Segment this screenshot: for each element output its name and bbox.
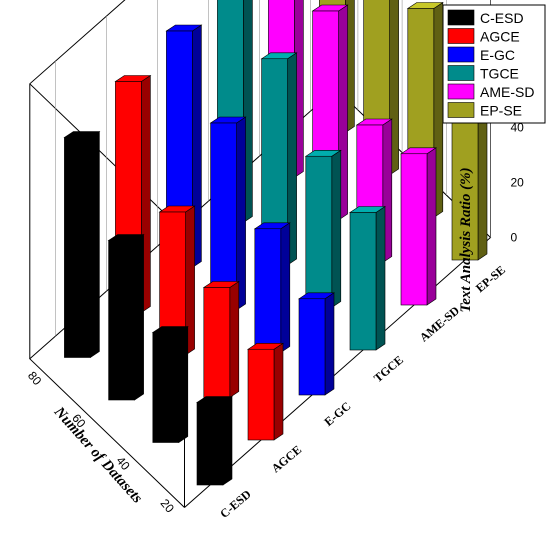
bar-front (254, 228, 282, 353)
x-tick-label: 20 (158, 496, 178, 515)
back-wall-frame (29, 0, 337, 359)
bar-side (90, 130, 100, 359)
bar-front (451, 100, 479, 261)
bar-side (273, 342, 284, 441)
bar-tgce-40 (304, 149, 342, 309)
legend-swatch (447, 28, 475, 44)
bar-agce-20 (247, 342, 284, 441)
bar-front (349, 212, 377, 351)
legend-entry: C-ESD (480, 10, 524, 26)
legend: C-ESD AGCE E-GC TGCE AME-SD EP-SE (442, 4, 546, 124)
bar-side (426, 147, 437, 306)
bar-ame-sd-20 (400, 147, 437, 306)
x-tick-label: 80 (25, 369, 45, 388)
bars-group (63, 0, 488, 486)
x-axis-label: Number of Datasets (50, 403, 145, 506)
bar-front (203, 287, 231, 398)
bar-front (210, 122, 237, 311)
bar-ep-se-20 (451, 93, 488, 261)
bar-side (280, 222, 291, 354)
bar-c-esd-80 (63, 130, 101, 359)
bar-tgce-20 (349, 205, 386, 351)
category-label: C-ESD (217, 487, 254, 521)
bar-front (247, 348, 275, 441)
legend-swatch (447, 83, 475, 100)
bar-e-gc-20 (298, 292, 335, 396)
legend-entry: E-GC (480, 47, 515, 63)
category-label: AGCE (269, 442, 305, 475)
legend-entry: EP-SE (480, 103, 522, 119)
bar-e-gc-60 (209, 116, 247, 311)
z-tick-label: 20 (511, 176, 525, 190)
bar-front (64, 137, 91, 358)
bar-side (229, 280, 240, 399)
bar-front (108, 240, 135, 401)
bar-c-esd-20 (196, 395, 233, 486)
category-label: E-GC (321, 399, 353, 429)
legend-entry: TGCE (480, 66, 519, 82)
bar-side (331, 149, 342, 309)
bar-c-esd-40 (151, 325, 189, 444)
z-axis-label: Text Analysis Ratio (%) (458, 167, 474, 312)
bar-c-esd-60 (107, 233, 145, 401)
bar-e-gc-80 (165, 24, 203, 269)
legend-swatch (447, 46, 475, 63)
bar-side (222, 395, 233, 486)
legend-swatch (447, 102, 475, 118)
z-tick-label: 40 (511, 121, 525, 135)
bar-side (375, 205, 386, 351)
category-label: AME-SD (417, 303, 463, 344)
bar-side (178, 325, 189, 444)
bar-agce-40 (202, 280, 240, 399)
legend-swatch (447, 9, 475, 26)
bar-side (324, 292, 335, 396)
bar-side (236, 116, 246, 311)
bar-side (134, 233, 144, 401)
legend-entry: AGCE (480, 29, 520, 45)
legend-swatch (447, 65, 475, 81)
bar-e-gc-40 (253, 222, 291, 354)
bar-front (305, 155, 333, 308)
bar-front (196, 402, 224, 486)
z-tick-label: 0 (511, 231, 518, 245)
category-label: TGCE (371, 353, 406, 386)
bar-front (152, 332, 180, 443)
bar-front (298, 298, 326, 396)
bar-front (400, 153, 428, 306)
category-label: EP-SE (473, 263, 508, 296)
legend-entry: AME-SD (480, 84, 534, 100)
